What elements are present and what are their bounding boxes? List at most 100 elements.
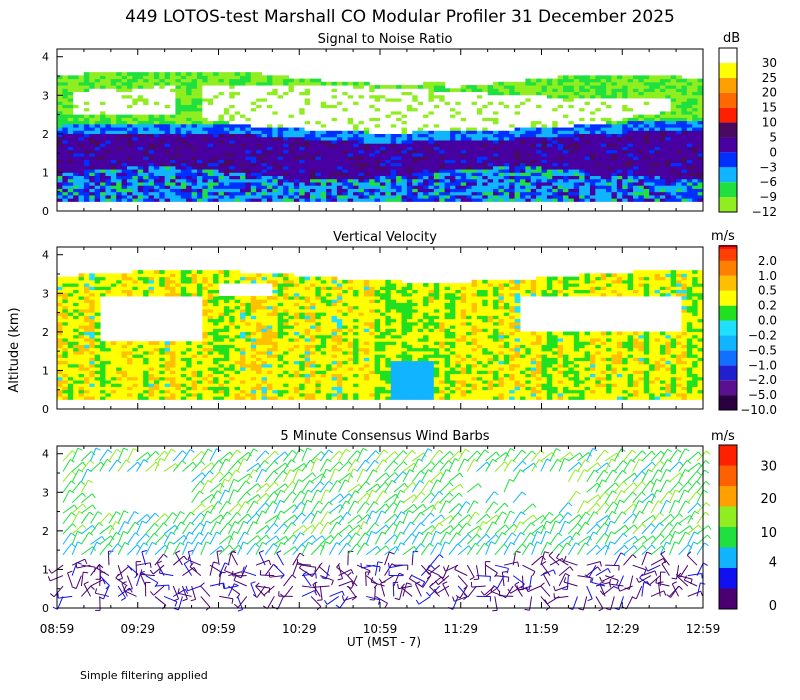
velocity-cell — [100, 344, 106, 349]
snr-cell — [552, 101, 559, 105]
snr-cell — [697, 117, 704, 122]
snr-cell — [541, 194, 548, 199]
snr-cell — [589, 75, 596, 80]
snr-cell — [363, 185, 370, 189]
snr-cell — [686, 169, 693, 173]
snr-cell — [223, 104, 230, 109]
snr-cell — [460, 114, 467, 118]
snr-cell — [277, 75, 284, 80]
snr-cell — [363, 159, 370, 164]
velocity-cell — [73, 331, 80, 336]
snr-cell — [196, 78, 203, 83]
snr-cell — [460, 156, 467, 160]
snr-cell — [573, 101, 580, 105]
snr-cell — [681, 159, 688, 164]
snr-cell — [175, 191, 182, 196]
snr-cell — [622, 75, 629, 80]
snr-cell — [530, 162, 537, 167]
snr-cell — [89, 162, 96, 167]
snr-cell — [579, 143, 586, 147]
snr-cell — [320, 152, 327, 157]
velocity-cell — [67, 295, 74, 300]
snr-cell — [180, 191, 187, 196]
snr-cell — [643, 198, 650, 202]
snr-cell — [272, 162, 279, 167]
snr-cell — [164, 162, 171, 167]
snr-cell — [223, 156, 230, 160]
snr-cell — [283, 162, 289, 167]
snr-cell — [573, 127, 580, 131]
snr-cell — [638, 162, 645, 167]
snr-cell — [525, 123, 532, 128]
snr-cell — [159, 162, 166, 167]
snr-cell — [557, 152, 564, 157]
snr-cell — [681, 198, 688, 202]
snr-cell — [347, 152, 354, 157]
snr-cell — [293, 191, 300, 196]
snr-cell — [100, 114, 106, 118]
snr-cell — [606, 81, 612, 86]
snr-cell — [541, 127, 548, 131]
snr-cell — [62, 81, 69, 86]
snr-cell — [649, 101, 656, 105]
snr-cell — [336, 159, 343, 164]
snr-cell — [633, 172, 639, 177]
velocity-cell — [100, 392, 106, 397]
snr-cell — [283, 75, 289, 80]
snr-cell — [202, 107, 209, 112]
snr-cell — [170, 107, 176, 112]
snr-cell — [240, 178, 246, 183]
snr-cell — [579, 75, 586, 80]
snr-cell — [288, 146, 295, 151]
snr-cell — [466, 181, 473, 186]
velocity-cell — [67, 357, 74, 362]
snr-cell — [310, 136, 316, 141]
snr-cell — [627, 172, 634, 177]
snr-cell — [471, 85, 478, 89]
snr-cell — [272, 169, 279, 173]
snr-cell — [175, 127, 182, 131]
snr-cell — [552, 110, 559, 115]
snr-cell — [159, 127, 166, 131]
snr-cell — [390, 101, 397, 105]
velocity-cell — [100, 363, 106, 368]
snr-cell — [471, 185, 478, 189]
snr-cell — [89, 97, 96, 102]
snr-cell — [417, 191, 424, 196]
snr-cell — [110, 146, 117, 151]
snr-cell — [342, 198, 349, 202]
snr-cell — [326, 107, 333, 112]
snr-cell — [584, 162, 591, 167]
snr-cell — [380, 175, 386, 180]
velocity-cell — [73, 363, 80, 368]
velocity-cell — [62, 299, 69, 303]
velocity-cell — [105, 367, 112, 371]
snr-cell — [148, 130, 155, 135]
snr-cell — [299, 175, 306, 180]
snr-cell — [62, 156, 69, 160]
snr-cell — [202, 78, 209, 83]
snr-cell — [476, 194, 483, 199]
snr-cell — [659, 101, 666, 105]
snr-cell — [433, 146, 440, 151]
snr-cell — [105, 175, 112, 180]
snr-cell — [444, 88, 451, 93]
snr-cell — [137, 104, 144, 109]
snr-cell — [380, 110, 386, 115]
snr-cell — [503, 143, 510, 147]
snr-cell — [654, 97, 661, 102]
snr-cell — [57, 178, 63, 183]
snr-cell — [342, 107, 349, 112]
snr-cell — [336, 104, 343, 109]
snr-cell — [170, 88, 176, 93]
snr-cell — [423, 143, 429, 147]
snr-cell — [530, 169, 537, 173]
snr-cell — [611, 194, 618, 199]
snr-cell — [110, 97, 117, 102]
snr-cell — [493, 85, 499, 89]
snr-cell — [670, 97, 677, 102]
snr-cell — [283, 110, 289, 115]
snr-cell — [245, 159, 252, 164]
snr-cell — [299, 162, 306, 167]
snr-cell — [272, 156, 279, 160]
